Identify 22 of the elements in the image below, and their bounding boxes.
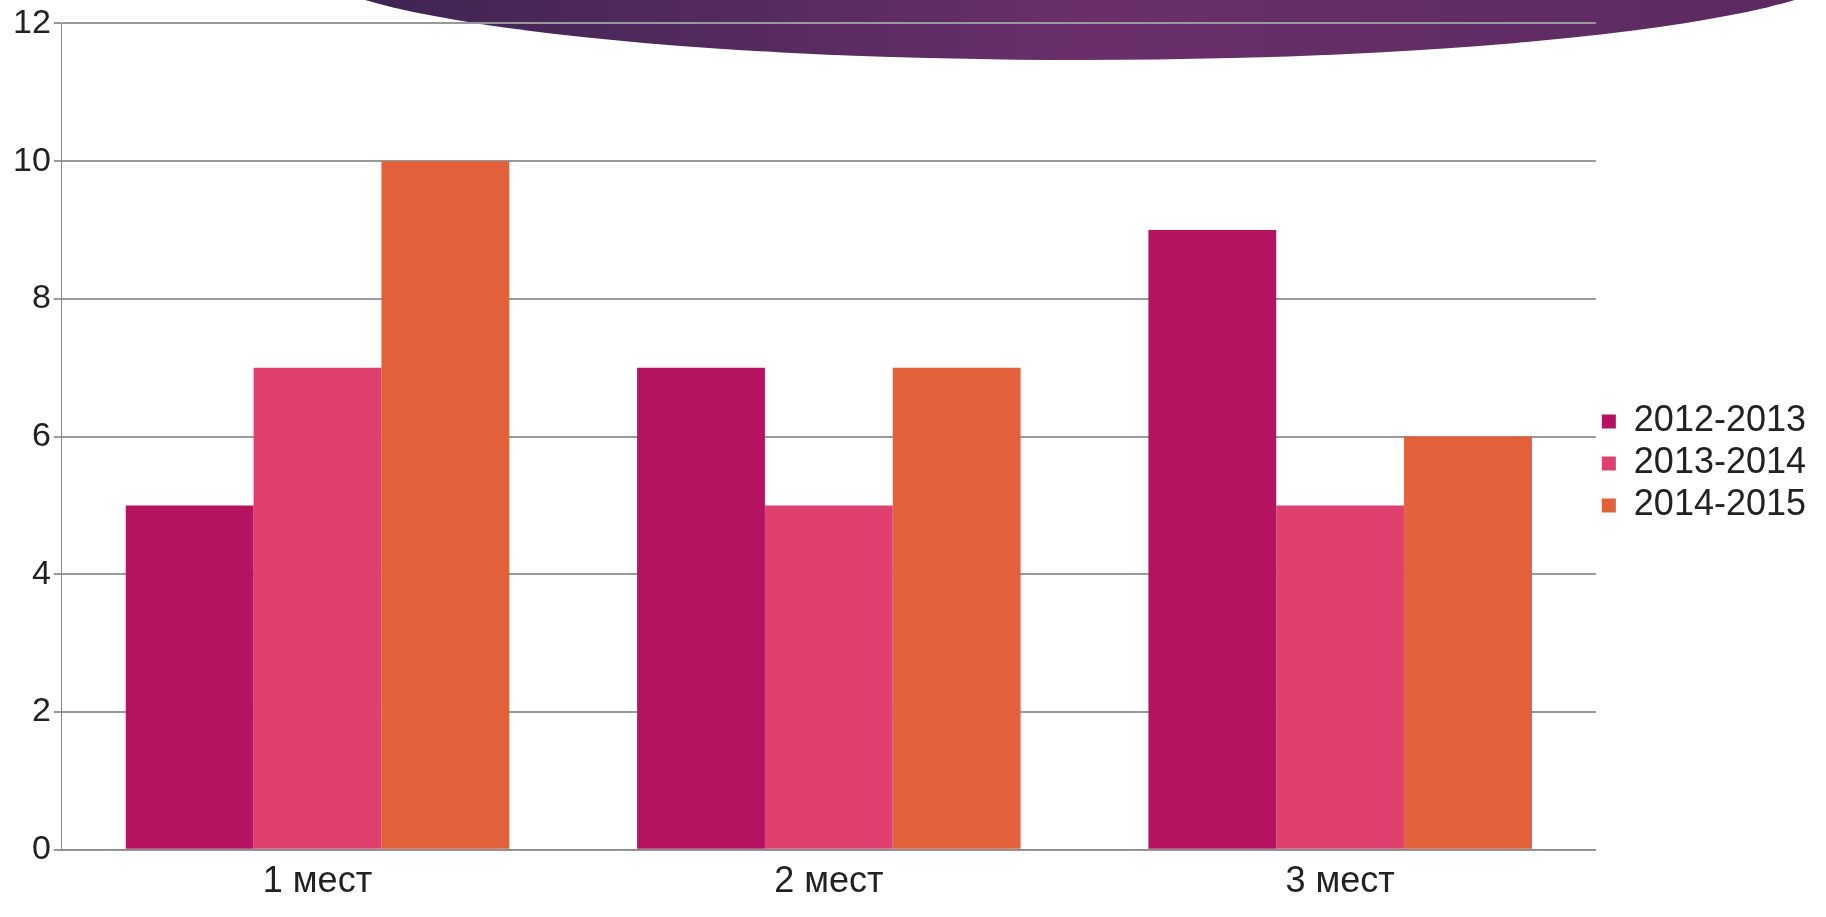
bar [764,505,893,849]
bar [1404,436,1532,849]
y-tick-label: 12 [12,1,51,40]
bar [1148,230,1277,849]
y-tick-label: 4 [31,552,51,591]
legend-label: 2013-2014 [1633,440,1807,482]
y-tick-label: 8 [31,277,51,316]
legend-label: 2014-2015 [1633,482,1807,524]
bar [1276,505,1405,849]
bar [253,367,382,849]
y-tick-label: 10 [12,139,51,178]
y-tick-label: 0 [31,828,51,867]
bar [892,367,1021,849]
bar [637,367,765,849]
y-tick-label: 2 [31,690,51,729]
x-tick-label: 2 мест [774,859,884,901]
x-tick-label: 1 мест [262,859,373,901]
x-tick-label: 3 мест [1285,859,1395,901]
legend-label: 2012-2013 [1633,398,1807,440]
bar [125,505,254,849]
bar [381,161,510,849]
y-tick-label: 6 [31,414,51,453]
